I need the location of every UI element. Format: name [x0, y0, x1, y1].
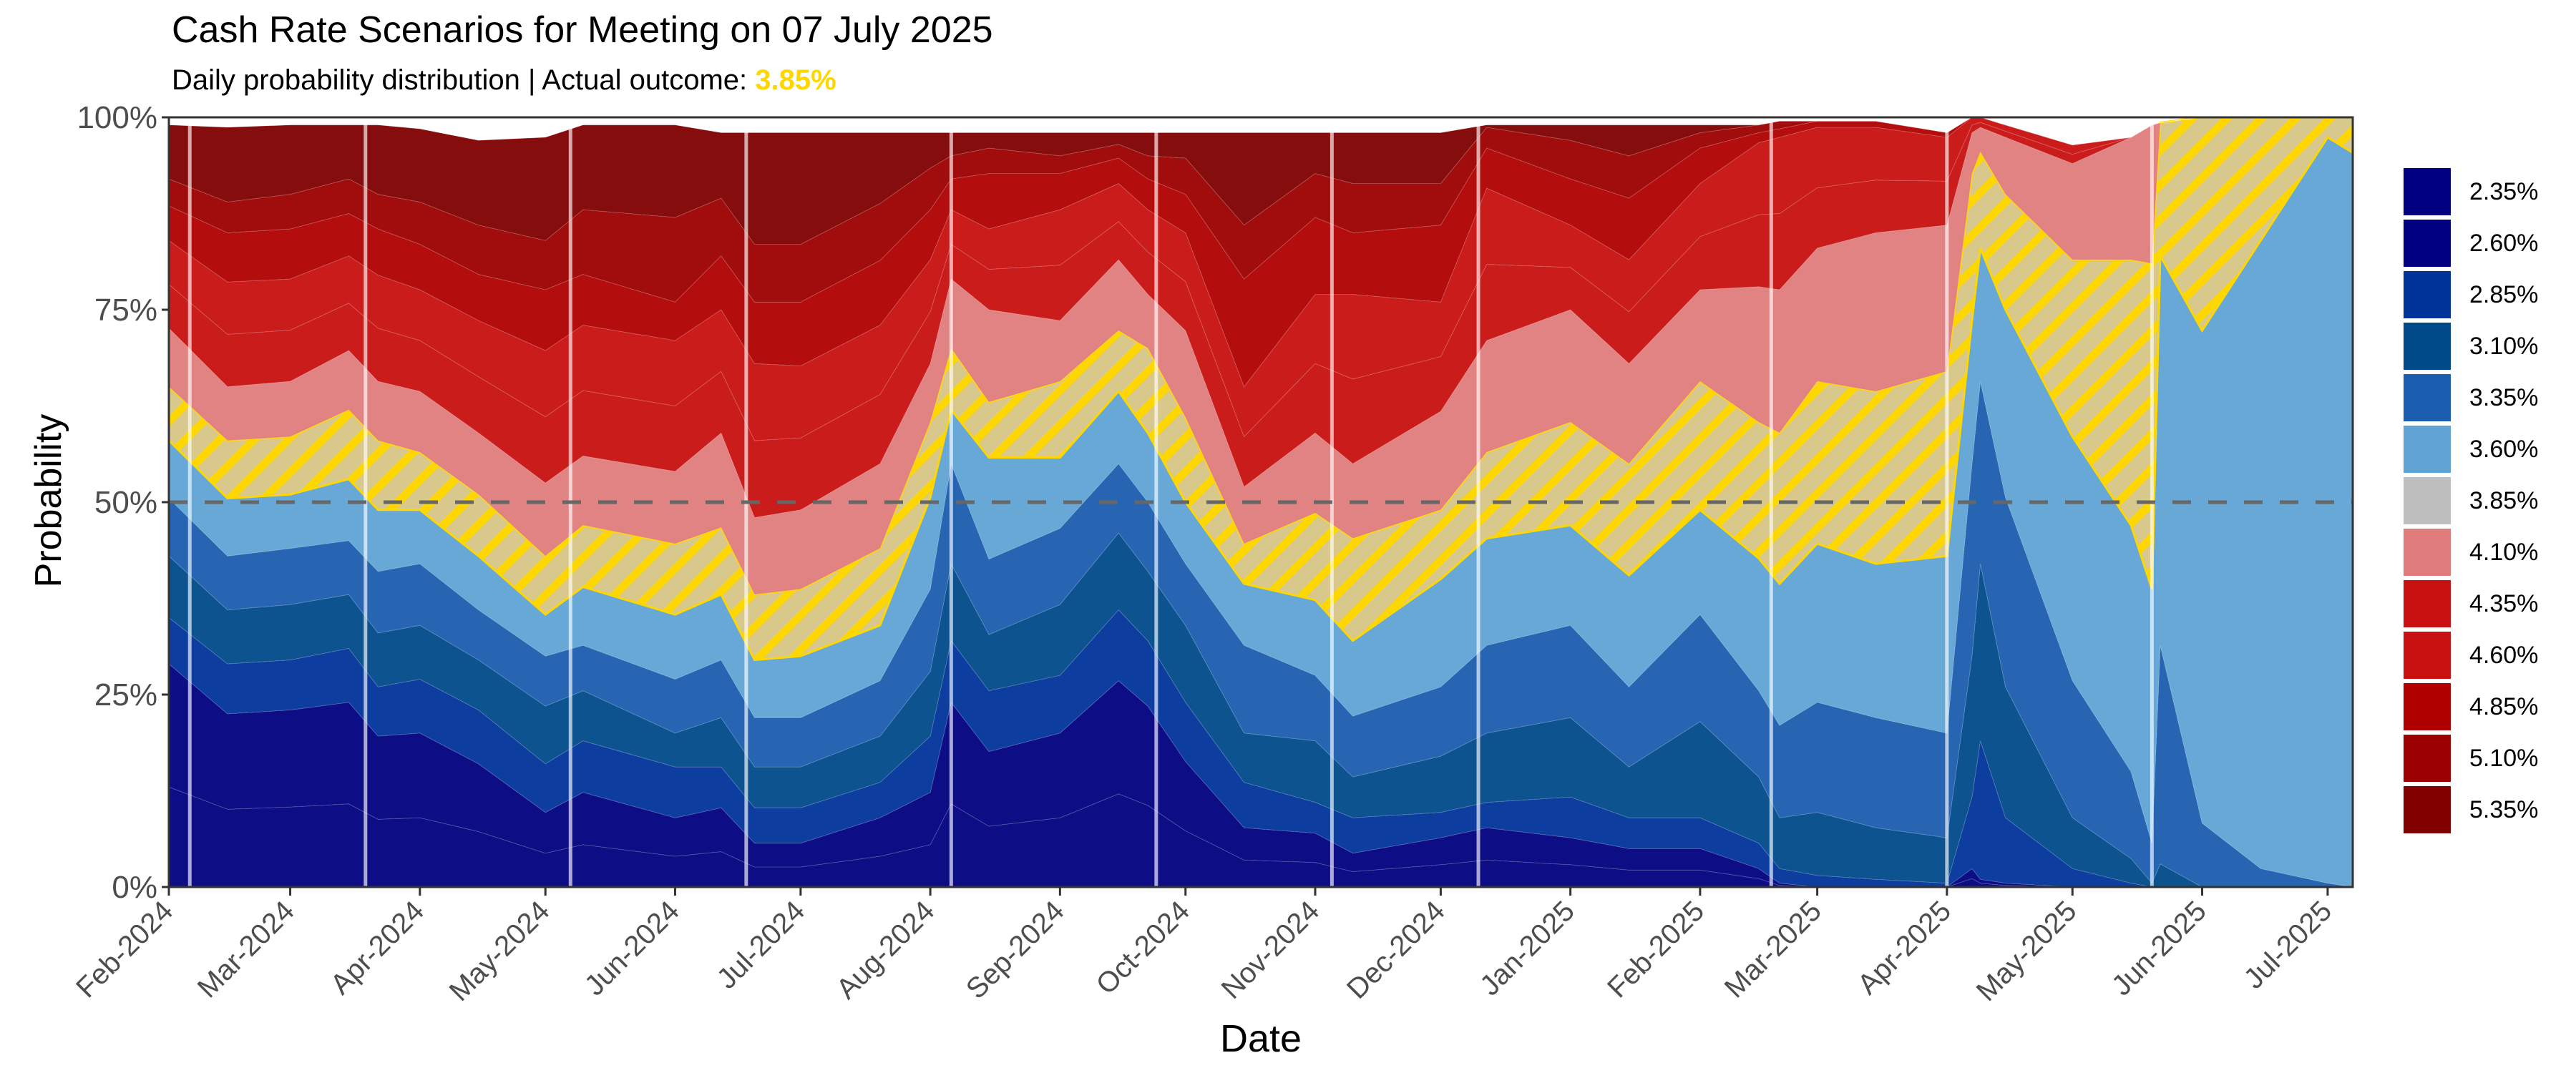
legend-key-swatch: [2404, 632, 2451, 679]
legend-item: 3.60%: [2404, 423, 2538, 475]
overlays: [169, 117, 2353, 887]
legend-key-swatch: [2404, 271, 2451, 318]
y-tick-label: 25%: [94, 677, 157, 712]
legend-item: 2.60%: [2404, 217, 2538, 269]
x-tick-label: Jun-2024: [579, 895, 686, 1001]
legend-label: 2.85%: [2469, 280, 2539, 308]
legend-key-swatch: [2404, 220, 2451, 267]
x-tick-label: Jul-2024: [711, 895, 811, 995]
legend-label: 4.10%: [2469, 538, 2539, 566]
legend-label: 2.35%: [2469, 177, 2539, 205]
x-axis-title: Date: [1219, 1017, 1302, 1060]
x-tick-label: Oct-2024: [1091, 895, 1196, 1000]
x-tick-label: Apr-2025: [1852, 895, 1957, 1000]
legend-label: 5.35%: [2469, 795, 2539, 823]
legend-item: 2.85%: [2404, 269, 2538, 320]
legend-item: 5.10%: [2404, 733, 2538, 784]
x-tick-label: Dec-2024: [1341, 895, 1451, 1005]
chart-subtitle: Daily probability distribution | Actual …: [172, 64, 836, 97]
x-tick-label: Feb-2024: [70, 895, 179, 1004]
x-tick-label: Feb-2025: [1601, 895, 1710, 1004]
y-tick-label: 75%: [94, 293, 157, 328]
legend-item: 3.35%: [2404, 372, 2538, 423]
legend-key-swatch: [2404, 683, 2451, 730]
x-tick-label: May-2024: [444, 895, 556, 1007]
x-tick-label: May-2025: [1971, 895, 2083, 1007]
legend-key-swatch: [2404, 323, 2451, 370]
legend-key-swatch: [2404, 374, 2451, 421]
y-tick-label: 0%: [112, 870, 157, 905]
x-tick-label: Mar-2025: [1719, 895, 1828, 1004]
legend-label: 3.60%: [2469, 435, 2539, 463]
area-layers: [167, 116, 2354, 888]
x-tick-label: Jun-2025: [2106, 895, 2212, 1001]
legend-key-swatch: [2404, 580, 2451, 627]
legend-item: 2.35%: [2404, 166, 2538, 217]
legend-item: 4.85%: [2404, 681, 2538, 733]
legend-label: 4.60%: [2469, 641, 2539, 669]
chart-title: Cash Rate Scenarios for Meeting on 07 Ju…: [172, 9, 993, 51]
legend-key-swatch: [2404, 786, 2451, 833]
legend-label: 3.10%: [2469, 332, 2539, 360]
legend-item: 4.35%: [2404, 578, 2538, 629]
x-tick-label: Nov-2024: [1216, 895, 1326, 1005]
legend-key-swatch: [2404, 735, 2451, 782]
x-tick-label: Mar-2024: [192, 895, 301, 1004]
legend-label: 3.35%: [2469, 383, 2539, 411]
x-tick-label: Apr-2024: [325, 895, 430, 1000]
x-tick-label: Jul-2025: [2238, 895, 2338, 995]
legend-key-swatch: [2404, 529, 2451, 576]
legend-key-swatch: [2404, 168, 2451, 215]
legend-label: 4.85%: [2469, 692, 2539, 720]
legend-label: 2.60%: [2469, 229, 2539, 257]
subtitle-text: Daily probability distribution | Actual …: [172, 64, 756, 96]
legend-item: 3.10%: [2404, 320, 2538, 372]
x-tick-label: Jan-2025: [1474, 895, 1581, 1001]
legend-item: 3.85%: [2404, 475, 2538, 526]
legend-item: 4.60%: [2404, 629, 2538, 681]
legend-item: 5.35%: [2404, 784, 2538, 836]
legend-key-swatch: [2404, 477, 2451, 524]
y-tick-label: 50%: [94, 485, 157, 520]
actual-outcome-value: 3.85%: [755, 64, 836, 96]
legend-label: 5.10%: [2469, 744, 2539, 772]
x-tick-label: Sep-2024: [960, 895, 1070, 1005]
legend-label: 3.85%: [2469, 486, 2539, 514]
legend: 2.35% 2.60% 2.85% 3.10% 3.35% 3.60% 3.85% 4.10%…: [2404, 166, 2538, 836]
x-tick-label: Aug-2024: [831, 895, 941, 1005]
legend-item: 4.10%: [2404, 526, 2538, 578]
legend-key-swatch: [2404, 426, 2451, 473]
y-tick-label: 100%: [77, 100, 157, 135]
legend-label: 4.35%: [2469, 589, 2539, 617]
